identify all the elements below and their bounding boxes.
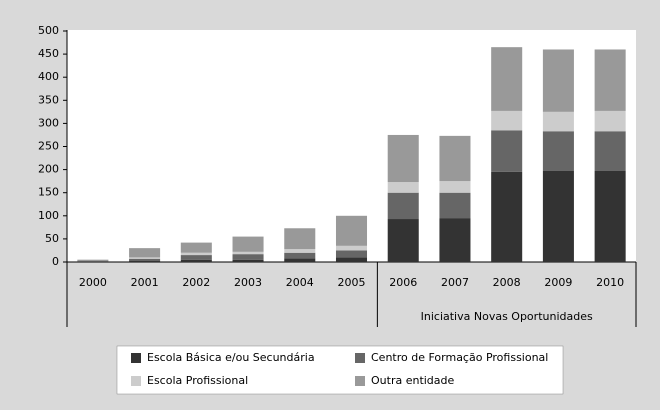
bar-segment bbox=[336, 250, 367, 257]
bar-segment bbox=[129, 259, 160, 261]
bar-segment bbox=[491, 172, 522, 262]
y-tick-label: 350 bbox=[38, 93, 59, 106]
bar-segment bbox=[388, 182, 419, 193]
bar-segment bbox=[336, 257, 367, 262]
bar-segment bbox=[439, 136, 470, 181]
x-tick-label: 2004 bbox=[286, 276, 314, 289]
bar-segment bbox=[491, 111, 522, 130]
bar-segment bbox=[336, 216, 367, 246]
x-tick-label: 2008 bbox=[493, 276, 521, 289]
bar-segment bbox=[491, 47, 522, 111]
bar-segment bbox=[543, 131, 574, 171]
legend-swatch bbox=[131, 353, 141, 363]
bar-segment bbox=[129, 248, 160, 257]
bar-segment bbox=[233, 252, 264, 254]
bar-segment bbox=[233, 237, 264, 252]
bar-segment bbox=[388, 193, 419, 219]
bar-segment bbox=[388, 219, 419, 262]
y-tick-label: 50 bbox=[45, 232, 59, 245]
bar-segment bbox=[491, 130, 522, 172]
bar-segment bbox=[181, 253, 212, 255]
legend-label: Escola Básica e/ou Secundária bbox=[147, 351, 315, 364]
legend-swatch bbox=[131, 376, 141, 386]
bar-segment bbox=[388, 135, 419, 182]
y-tick-label: 250 bbox=[38, 140, 59, 153]
legend-swatch bbox=[355, 376, 365, 386]
bar-segment bbox=[595, 49, 626, 110]
bar-segment bbox=[129, 261, 160, 262]
y-tick-label: 150 bbox=[38, 186, 59, 199]
y-tick-label: 400 bbox=[38, 70, 59, 83]
x-tick-label: 2001 bbox=[131, 276, 159, 289]
group-label: Iniciativa Novas Oportunidades bbox=[421, 310, 593, 323]
bar-segment bbox=[595, 131, 626, 171]
bar-segment bbox=[595, 111, 626, 131]
bar-segment bbox=[181, 255, 212, 260]
x-tick-label: 2007 bbox=[441, 276, 469, 289]
legend-label: Outra entidade bbox=[371, 374, 455, 387]
x-tick-label: 2009 bbox=[544, 276, 572, 289]
bar-segment bbox=[181, 243, 212, 253]
legend-label: Centro de Formação Profissional bbox=[371, 351, 548, 364]
legend-label: Escola Profissional bbox=[147, 374, 248, 387]
x-tick-label: 2000 bbox=[79, 276, 107, 289]
legend-swatch bbox=[355, 353, 365, 363]
x-tick-label: 2002 bbox=[182, 276, 210, 289]
bar-segment bbox=[439, 181, 470, 193]
x-tick-label: 2006 bbox=[389, 276, 417, 289]
bar-segment bbox=[543, 171, 574, 262]
x-tick-label: 2005 bbox=[338, 276, 366, 289]
bar-segment bbox=[233, 254, 264, 260]
bar-segment bbox=[233, 260, 264, 262]
bar-segment bbox=[439, 193, 470, 218]
bar-segment bbox=[336, 246, 367, 251]
bar-segment bbox=[284, 249, 315, 253]
bar-segment bbox=[543, 49, 574, 111]
bar-segment bbox=[543, 112, 574, 131]
y-tick-label: 300 bbox=[38, 116, 59, 129]
y-tick-label: 100 bbox=[38, 209, 59, 222]
y-tick-label: 200 bbox=[38, 163, 59, 176]
x-tick-label: 2003 bbox=[234, 276, 262, 289]
x-tick-label: 2010 bbox=[596, 276, 624, 289]
bar-segment bbox=[284, 258, 315, 262]
bar-segment bbox=[284, 228, 315, 249]
bar-segment bbox=[595, 171, 626, 262]
bar-segment bbox=[77, 260, 108, 261]
bar-segment bbox=[284, 253, 315, 259]
y-tick-label: 0 bbox=[52, 255, 59, 268]
bar-segment bbox=[129, 257, 160, 258]
y-tick-label: 450 bbox=[38, 47, 59, 60]
bar-segment bbox=[439, 218, 470, 262]
bar-segment bbox=[181, 260, 212, 262]
y-tick-label: 500 bbox=[38, 24, 59, 37]
